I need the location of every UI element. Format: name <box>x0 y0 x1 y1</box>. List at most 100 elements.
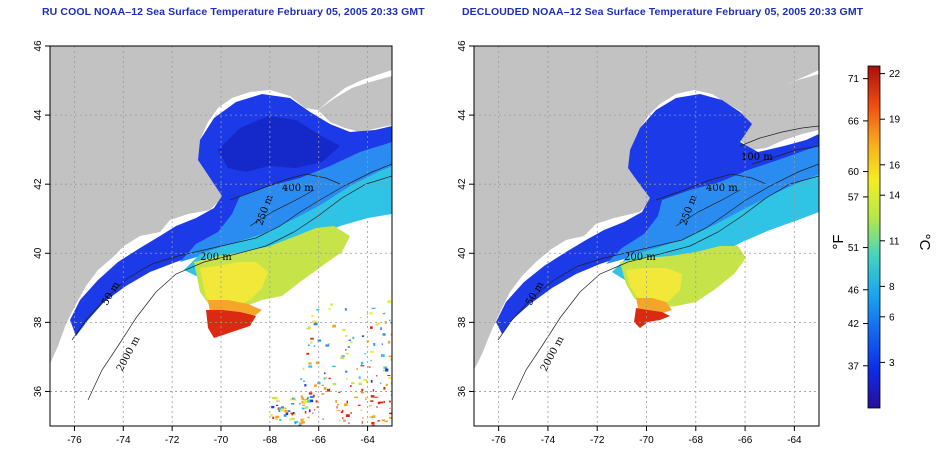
cloud-noise-speck <box>377 401 381 405</box>
cloud-noise-speck <box>279 418 282 421</box>
cloud-noise-speck <box>376 322 381 325</box>
cloud-noise-speck <box>303 400 308 403</box>
cloud-noise-speck <box>303 380 305 382</box>
fahrenheit-tick-label: 46 <box>848 285 860 296</box>
cloud-noise-speck <box>387 300 391 304</box>
cloud-noise-speck <box>348 422 350 424</box>
cloud-noise-speck <box>370 326 373 329</box>
left-y-tick-label: 38 <box>33 316 44 328</box>
cloud-noise-speck <box>389 416 392 419</box>
cloud-noise-speck <box>304 411 307 414</box>
left-x-tick-label: -70 <box>214 435 229 446</box>
cloud-noise-speck <box>316 406 319 408</box>
cloud-noise-speck <box>365 397 367 400</box>
cloud-noise-speck <box>372 424 375 426</box>
fahrenheit-tick-label: 66 <box>848 116 860 127</box>
right-isobaths <box>497 125 819 401</box>
left-contour-400m: 400 m <box>282 183 314 194</box>
left-nova-scotia <box>318 76 392 132</box>
cloud-noise-speck <box>388 400 391 403</box>
cloud-noise-speck <box>307 396 309 400</box>
cloud-noise-speck <box>315 400 318 403</box>
cloud-noise-speck <box>382 313 385 315</box>
right-isobath-inner <box>655 173 767 227</box>
cloud-noise-speck <box>360 365 365 367</box>
left-sst-mid-blue <box>180 142 392 262</box>
cloud-noise-speck <box>293 398 296 401</box>
cloud-noise-speck <box>276 404 279 406</box>
cloud-noise-speck <box>322 418 324 420</box>
right-y-tick-label: 36 <box>457 385 468 397</box>
right-y-tick-label: 44 <box>457 109 468 121</box>
cloud-noise-speck <box>294 421 299 423</box>
right-isobath-100m <box>739 125 819 165</box>
right-y-tick-label: 46 <box>457 40 468 52</box>
cloud-noise-speck <box>390 394 392 396</box>
cloud-noise-speck <box>345 370 348 373</box>
cloud-noise-speck <box>369 416 372 418</box>
right-isobath-shelf <box>497 163 819 341</box>
cloud-noise-speck <box>313 345 316 347</box>
cloud-noise-speck <box>372 389 375 392</box>
cloud-noise-speck <box>389 407 391 409</box>
cloud-noise-speck <box>307 416 310 419</box>
cloud-noise-speck <box>381 343 383 346</box>
cloud-noise-speck <box>383 387 386 390</box>
cloud-noise-speck <box>366 380 368 384</box>
left-y-tick-label: 46 <box>33 40 44 52</box>
fahrenheit-tick-label: 51 <box>848 243 860 254</box>
cloud-noise-speck <box>352 336 355 340</box>
right-y-tick-label: 38 <box>457 316 468 328</box>
cloud-noise-speck <box>270 414 273 417</box>
cloud-noise-speck <box>371 415 374 419</box>
cloud-noise-speck <box>346 400 348 404</box>
cloud-noise-speck <box>287 410 291 412</box>
cloud-noise-speck <box>346 377 348 380</box>
cloud-noise-speck <box>379 401 384 404</box>
left-x-tick-label: -66 <box>311 435 326 446</box>
left-map-panel: 400 m 200 m 50 m 2000 m 250 m <box>50 46 392 426</box>
cloud-noise-speck <box>309 395 314 398</box>
cloud-noise-speck <box>321 384 325 387</box>
right-x-tick-label: -64 <box>787 435 802 446</box>
cloud-noise-speck <box>368 366 371 368</box>
cloud-noise-speck <box>308 365 313 368</box>
cloud-noise-speck <box>370 350 374 353</box>
cloud-noise-speck <box>291 403 295 405</box>
cloud-noise-speck <box>328 377 331 380</box>
cloud-noise-speck <box>350 341 353 344</box>
cloud-noise-speck <box>302 367 305 371</box>
left-sst-red <box>206 310 256 338</box>
cloud-noise-speck <box>305 398 309 402</box>
cloud-noise-speck <box>332 365 336 368</box>
left-isobaths <box>71 163 392 401</box>
cloud-noise-speck <box>376 375 378 377</box>
cloud-noise-speck <box>377 420 381 422</box>
left-y-tick-label: 40 <box>33 247 44 259</box>
left-sst-deep-blue <box>218 116 340 172</box>
cloud-noise-speck <box>321 393 325 395</box>
cloud-noise-speck <box>360 409 363 411</box>
cloud-noise-speck <box>309 399 314 403</box>
right-x-tick-label: -66 <box>738 435 753 446</box>
cloud-noise-speck <box>358 382 362 386</box>
cloud-noise-speck <box>347 346 350 348</box>
cloud-noise-speck <box>323 378 326 380</box>
cloud-noise-speck <box>306 352 310 355</box>
right-contour-400m: 400 m <box>706 183 738 194</box>
cloud-noise-speck <box>315 361 320 365</box>
temperature-colorbar: 22 19 16 14 11 8 6 3 71 66 60 57 51 46 42 37 °F °C <box>830 65 933 409</box>
celsius-tick-label: 22 <box>889 69 901 80</box>
cloud-noise-speck <box>337 403 339 406</box>
celsius-unit-label: °C <box>916 234 933 251</box>
right-sst-red <box>634 308 670 328</box>
cloud-noise-speck <box>300 421 305 424</box>
cloud-noise-speck <box>370 359 372 362</box>
cloud-noise-speck <box>298 424 302 426</box>
cloud-noise-speck <box>358 376 361 379</box>
cloud-noise-speck <box>343 419 346 422</box>
cloud-noise-speck <box>308 392 313 395</box>
right-nova-scotia <box>728 74 819 150</box>
cloud-noise-speck <box>278 407 282 410</box>
cloud-noise-speck <box>354 396 359 399</box>
